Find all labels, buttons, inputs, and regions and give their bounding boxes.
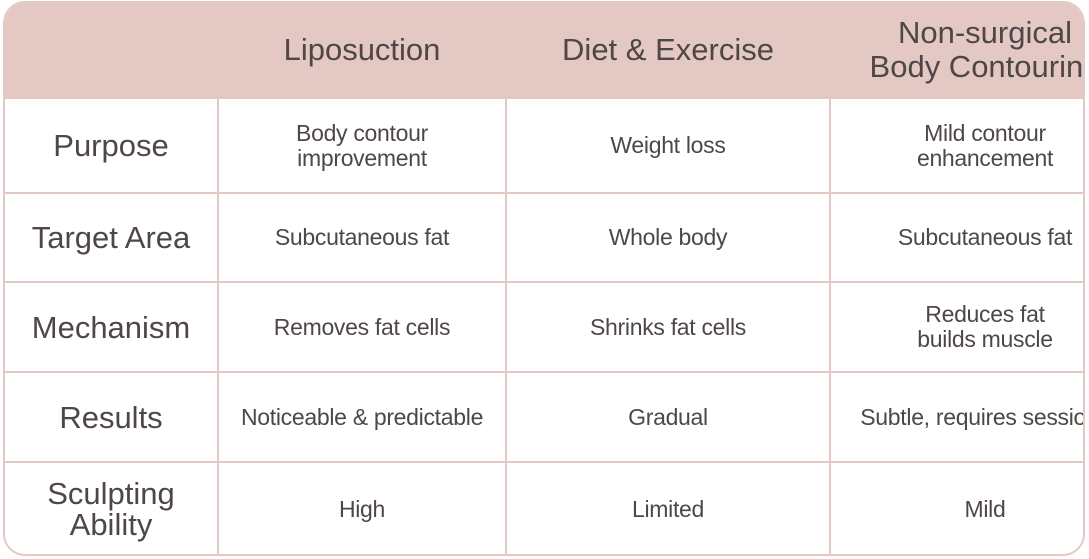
cell-line1: Limited (631, 495, 705, 522)
row-label-line1: Purpose (53, 128, 169, 163)
row-label-sculpting-ability: Sculpting Ability (5, 461, 219, 554)
cell-non-surgical: Mild (829, 461, 1083, 554)
cell-line1: Gradual (628, 403, 708, 430)
cell-line1: Subcutaneous fat (274, 224, 450, 250)
cell-liposuction: Removes fat cells (217, 281, 507, 373)
cell-line1: High (338, 495, 386, 522)
row-label-results: Results (5, 371, 219, 463)
table-row: Results Noticeable & predictable Gradual… (5, 371, 1085, 463)
cell-line1: Mild (964, 495, 1006, 522)
row-label-line1: Target Area (31, 220, 191, 255)
cell-diet-exercise: Weight loss (505, 97, 831, 194)
header-row: Liposuction Diet & Exercise Non-surgical… (5, 3, 1085, 99)
header-diet-exercise: Diet & Exercise (505, 3, 831, 99)
cell-liposuction: High (217, 461, 507, 554)
cell-line1: Reduces fat (925, 301, 1045, 327)
header-non-surgical-line2: Body Contouring (869, 49, 1085, 84)
cell-liposuction: Noticeable & predictable (217, 371, 507, 463)
header-corner-cell (5, 3, 219, 99)
table-row: Sculpting Ability High Limited Mild (5, 461, 1083, 554)
row-label-mechanism: Mechanism (5, 281, 219, 373)
row-label-line1: Mechanism (31, 309, 191, 345)
cell-diet-exercise: Limited (505, 461, 831, 554)
table-row: Target Area Subcutaneous fat Whole body … (5, 192, 1083, 283)
header-diet-exercise-label: Diet & Exercise (562, 32, 774, 67)
cell-line2: improvement (297, 144, 427, 171)
row-label-line1: Results (59, 399, 163, 435)
cell-diet-exercise: Gradual (505, 371, 831, 463)
cell-line1: Removes fat cells (273, 313, 451, 340)
table-row: Mechanism Removes fat cells Shrinks fat … (5, 281, 1083, 373)
cell-line2: builds muscle (917, 326, 1053, 352)
header-liposuction-label: Liposuction (283, 32, 441, 67)
cell-non-surgical: Reduces fat builds muscle (829, 281, 1083, 373)
row-label-target-area: Target Area (5, 192, 219, 283)
table-row: Purpose Body contour improvement Weight … (5, 97, 1083, 194)
row-label-line1: Sculpting (47, 476, 175, 511)
cell-non-surgical: Subtle, requires sessions (829, 371, 1085, 463)
cell-line1: Subtle, requires sessions (860, 403, 1085, 430)
cell-line1: Body contour (296, 119, 428, 146)
cell-line1: Subcutaneous fat (897, 224, 1073, 250)
cell-line1: Shrinks fat cells (590, 313, 746, 340)
cell-line1: Mild contour (924, 119, 1046, 146)
comparison-grid: Liposuction Diet & Exercise Non-surgical… (5, 3, 1085, 554)
header-non-surgical-line1: Non-surgical (897, 15, 1072, 50)
header-non-surgical: Non-surgical Body Contouring (829, 3, 1085, 99)
cell-diet-exercise: Shrinks fat cells (505, 281, 831, 373)
row-label-line2: Ability (69, 507, 153, 542)
comparison-table: Liposuction Diet & Exercise Non-surgical… (3, 1, 1085, 556)
cell-line2: enhancement (916, 144, 1054, 171)
cell-non-surgical: Subcutaneous fat (829, 192, 1083, 283)
row-label-purpose: Purpose (5, 97, 219, 194)
cell-liposuction: Subcutaneous fat (217, 192, 507, 283)
cell-line1: Weight loss (610, 132, 726, 158)
cell-line1: Whole body (608, 224, 728, 250)
cell-non-surgical: Mild contour enhancement (829, 97, 1083, 194)
header-liposuction: Liposuction (217, 3, 507, 99)
cell-diet-exercise: Whole body (505, 192, 831, 283)
cell-line1: Noticeable & predictable (240, 403, 484, 430)
cell-liposuction: Body contour improvement (217, 97, 507, 194)
